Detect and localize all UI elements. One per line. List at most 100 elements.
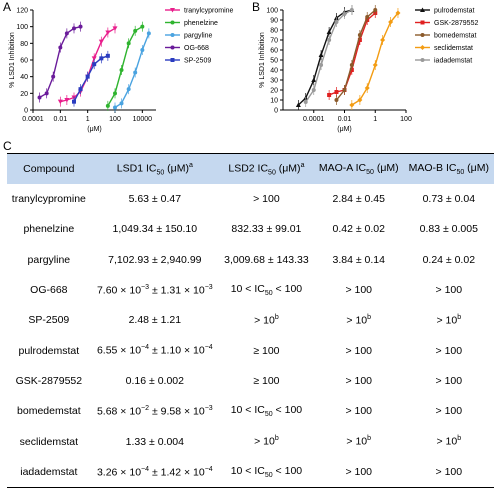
series-line: [60, 27, 116, 103]
table-row: bomedemstat 5.68 × 10−2 ± 9.58 × 10−3 10 <…: [7, 396, 494, 426]
y-tick-label: 80: [270, 28, 278, 35]
value-cell: > 10b: [254, 314, 279, 327]
legend-marker: [170, 45, 175, 50]
value-cell: > 100: [345, 284, 373, 297]
table-row: SP-2509 2.48 ± 1.21 > 10b > 10b > 10b: [7, 305, 494, 335]
value-cell: 6.55 × 10−4 ± 1.10 × 10−4: [96, 344, 213, 357]
data-point: [349, 102, 355, 108]
data-point: [395, 10, 401, 16]
value-cell: > 100: [345, 344, 373, 357]
column-header: Compound: [7, 153, 91, 184]
table-row: pargyline 7,102.93 ± 2,940.99 3,009.68 ± 1…: [7, 245, 494, 275]
value-cell: > 100: [403, 456, 494, 488]
chart-b: 0 10 20 30 40 50 60 70 80 90 100 0.0001 0.01 1 100 (μM)…: [259, 5, 478, 133]
data-point: [140, 48, 145, 52]
value-cell: > 100: [435, 405, 463, 418]
compound-cell: GSK-2879552: [15, 374, 83, 387]
compound-cell: iadademstat: [7, 456, 91, 488]
table-row: phenelzine 1,049.34 ± 150.10 832.33 ± 99.0…: [7, 214, 494, 244]
legend-label: iadademstat: [434, 58, 472, 65]
legend-item: tranylcypromine: [165, 8, 234, 15]
data-point: [326, 29, 332, 34]
x-tick-label: 0.0001: [303, 116, 325, 123]
y-tick-label: 50: [270, 58, 278, 65]
legend-marker: [170, 33, 175, 37]
legend-item: seclidemstat: [415, 45, 473, 52]
value-cell: 0.42 ± 0.02: [332, 223, 385, 236]
panel-b-letter: B: [252, 0, 261, 14]
data-point: [357, 97, 363, 103]
data-point: [373, 8, 378, 12]
data-point: [119, 68, 124, 72]
data-point: [91, 56, 97, 61]
data-point: [113, 91, 117, 96]
value-cell: 832.33 ± 99.01: [231, 223, 302, 236]
legend-label: OG-668: [184, 45, 209, 52]
legend-marker: [420, 45, 425, 50]
value-cell: 2.84 ± 0.45: [332, 193, 385, 206]
legend-marker: [420, 33, 425, 37]
value-cell: 3.84 ± 0.14: [332, 253, 385, 266]
value-cell: 3.26 × 10−4 ± 1.42 × 10−4: [90, 456, 219, 488]
y-tick-label: 70: [270, 38, 278, 45]
series-pulrodemstat: [295, 5, 355, 110]
data-point: [311, 77, 317, 82]
legend-item: iadademstat: [415, 58, 472, 65]
data-point: [318, 52, 324, 57]
legend-item: SP-2509: [165, 58, 211, 65]
x-axis-label: (μM): [87, 126, 102, 133]
legend-label: SP-2509: [184, 58, 211, 65]
x-tick-label: 1: [373, 116, 377, 123]
ic50-table: Compound LSD1 IC50 (μM)a LSD2 IC50 (μM)a MA…: [7, 153, 494, 488]
y-tick-label: 20: [270, 88, 278, 95]
value-cell: ≥ 100: [253, 374, 280, 387]
y-tick-label: 40: [270, 68, 278, 75]
x-tick-label: 1: [86, 116, 90, 123]
legend-item: GSK-2879552: [415, 20, 478, 27]
value-cell: > 100: [435, 284, 463, 297]
y-tick-label: 40: [20, 74, 28, 81]
x-tick-label: 10000: [133, 116, 153, 123]
value-cell: 10 < IC50 < 100: [230, 282, 303, 298]
value-cell: > 100: [435, 344, 463, 357]
y-tick-label: 10: [270, 98, 278, 105]
data-point: [140, 24, 145, 29]
legend-marker: [420, 58, 425, 62]
data-point: [51, 74, 56, 79]
value-cell: 7.60 × 10−3 ± 1.31 × 10−3: [96, 283, 213, 297]
value-cell: > 10b: [346, 314, 372, 327]
x-tick-label: 0.01: [338, 116, 352, 123]
compound-cell: bomedemstat: [17, 405, 81, 418]
data-point: [44, 91, 49, 96]
data-point: [334, 20, 339, 24]
value-cell: 10 < IC50 < 100: [230, 404, 303, 419]
y-tick-label: 20: [20, 91, 28, 98]
x-tick-label: 0.01: [54, 116, 68, 123]
data-point: [64, 31, 69, 36]
data-point: [349, 63, 354, 67]
series-SP-2509: [72, 50, 110, 107]
series-iadademstat: [303, 5, 354, 107]
value-cell: > 10b: [254, 435, 279, 448]
value-cell: 0.73 ± 0.04: [422, 193, 476, 206]
data-point: [99, 56, 104, 61]
y-tick-label: 60: [20, 58, 28, 65]
data-point: [78, 87, 83, 92]
legend-label: phenelzine: [184, 20, 218, 27]
y-tick-label: 60: [270, 48, 278, 55]
data-point: [295, 102, 301, 107]
compound-cell: phenelzine: [23, 223, 75, 236]
table-body: tranylcypromine 5.63 ± 0.47 > 100 2.84 ± 0.…: [7, 184, 494, 488]
value-cell: 0.83 ± 0.005: [419, 223, 478, 236]
data-point: [112, 26, 118, 31]
data-point: [303, 100, 308, 104]
data-point: [388, 19, 394, 25]
value-cell: 1.33 ± 0.004: [125, 435, 184, 448]
panel-a-letter: A: [3, 0, 12, 14]
value-cell: > 100: [435, 374, 463, 387]
data-point: [119, 101, 124, 106]
value-cell: > 10b: [346, 435, 372, 448]
data-point: [349, 8, 354, 12]
value-cell: > 10b: [436, 314, 462, 327]
column-header: MAO-A IC50 (μM): [313, 153, 404, 184]
